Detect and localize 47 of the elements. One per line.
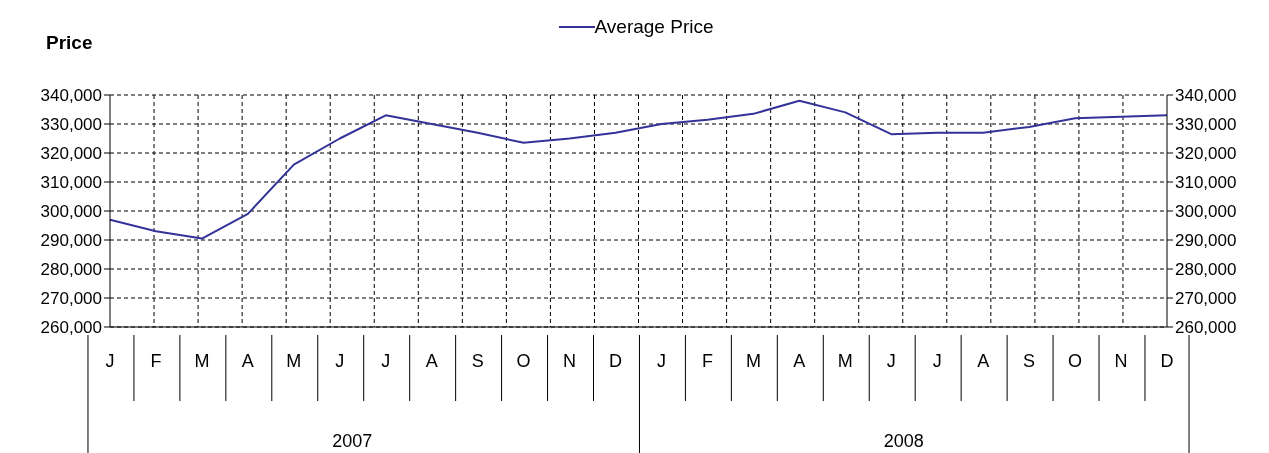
y2-tick-label: 290,000 bbox=[1175, 231, 1237, 251]
y-tick-label: 270,000 bbox=[40, 289, 102, 309]
line-series bbox=[109, 99, 1168, 240]
x-tick-label: S bbox=[471, 351, 484, 371]
x-tick-label: A bbox=[977, 351, 990, 371]
x-tick-label: M bbox=[745, 351, 761, 371]
x-tick-label: D bbox=[609, 351, 623, 371]
x-tick-label: M bbox=[194, 351, 210, 371]
x-tick-label: J bbox=[105, 351, 115, 371]
y-tick-label: 320,000 bbox=[40, 144, 102, 164]
x-tick-label: O bbox=[516, 351, 531, 371]
x-tick-label: J bbox=[886, 351, 896, 371]
y2-tick-label: 270,000 bbox=[1175, 289, 1237, 309]
x-tick-label: M bbox=[286, 351, 302, 371]
text: 2007 bbox=[332, 431, 373, 451]
x-tick-label: F bbox=[150, 351, 162, 371]
x-tick-label: A bbox=[241, 351, 254, 371]
y-tick-label: 260,000 bbox=[40, 318, 102, 338]
x-tick-label: J bbox=[932, 351, 942, 371]
x-tick-label: F bbox=[701, 351, 713, 371]
x-tick-label: M bbox=[837, 351, 853, 371]
y2-tick-label: 280,000 bbox=[1175, 260, 1237, 280]
y-tick-label: 330,000 bbox=[40, 115, 102, 135]
y2-tick-label: 310,000 bbox=[1175, 173, 1237, 193]
x-tick-label: J bbox=[656, 351, 666, 371]
y-tick-label: 290,000 bbox=[40, 231, 102, 251]
x-tick-label: S bbox=[1023, 351, 1036, 371]
text: 2008 bbox=[883, 431, 924, 451]
y2-tick-label: 340,000 bbox=[1175, 86, 1237, 106]
x-tick-label: J bbox=[335, 351, 345, 371]
x-tick-label: N bbox=[563, 351, 577, 371]
legend-label: Average Price bbox=[594, 16, 714, 38]
y-axis-title: Price bbox=[46, 32, 93, 54]
x-tick-label: D bbox=[1160, 351, 1174, 371]
y2-tick-label: 260,000 bbox=[1175, 318, 1237, 338]
y2-tick-label: 330,000 bbox=[1175, 115, 1237, 135]
y-tick-label: 310,000 bbox=[40, 173, 102, 193]
y-tick-label: 300,000 bbox=[40, 202, 102, 222]
x-tick-label: O bbox=[1068, 351, 1083, 371]
y-tick-label: 280,000 bbox=[40, 260, 102, 280]
x-tick-label: J bbox=[381, 351, 391, 371]
x-tick-label: A bbox=[793, 351, 806, 371]
y-tick-label: 340,000 bbox=[40, 86, 102, 106]
y2-tick-label: 320,000 bbox=[1175, 144, 1237, 164]
x-tick-label: N bbox=[1114, 351, 1128, 371]
y2-tick-label: 300,000 bbox=[1175, 202, 1237, 222]
x-tick-label: A bbox=[425, 351, 438, 371]
